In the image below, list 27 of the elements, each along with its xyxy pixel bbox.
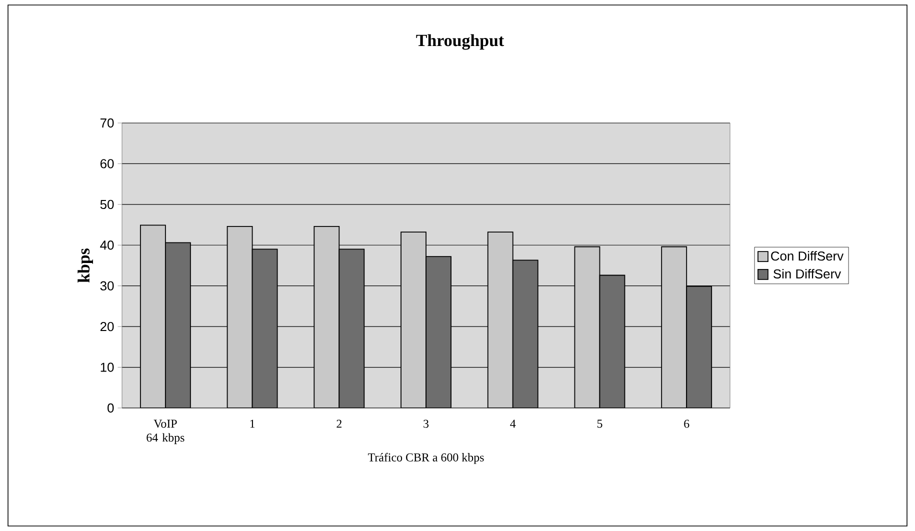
bar [661, 246, 688, 408]
bar [314, 226, 340, 408]
x-tick-label: 3 [424, 420, 429, 428]
y-tick-label: 50 [100, 200, 114, 209]
y-tick-label: 30 [100, 281, 114, 290]
legend-label: Sin DiffServ [774, 268, 842, 278]
x-tick-label: 4 [510, 420, 516, 428]
bar [140, 224, 166, 408]
x-tick-label: 2 [336, 420, 342, 428]
x-tick-label: 5 [597, 420, 602, 428]
x-tick-label: VoIP 64 kbps [146, 420, 184, 444]
y-tick-label: 40 [100, 240, 114, 250]
y-tick-label: 0 [108, 403, 114, 413]
y-tick-label: 60 [100, 159, 114, 168]
x-tick-label: 6 [684, 420, 690, 428]
x-axis-title: Tráfico CBR a 600 kbps [368, 452, 484, 464]
bar [400, 232, 426, 408]
bar [574, 246, 600, 408]
x-tick-label: 1 [250, 420, 255, 428]
y-tick-label: 70 [100, 118, 114, 128]
chart-title: Throughput [416, 34, 504, 50]
bar [226, 226, 253, 408]
legend-label: Con DiffServ [771, 251, 844, 261]
y-tick-label: 10 [100, 362, 114, 372]
y-axis-title: kbps [78, 248, 93, 282]
bar [487, 232, 514, 408]
y-tick-label: 20 [100, 322, 114, 332]
